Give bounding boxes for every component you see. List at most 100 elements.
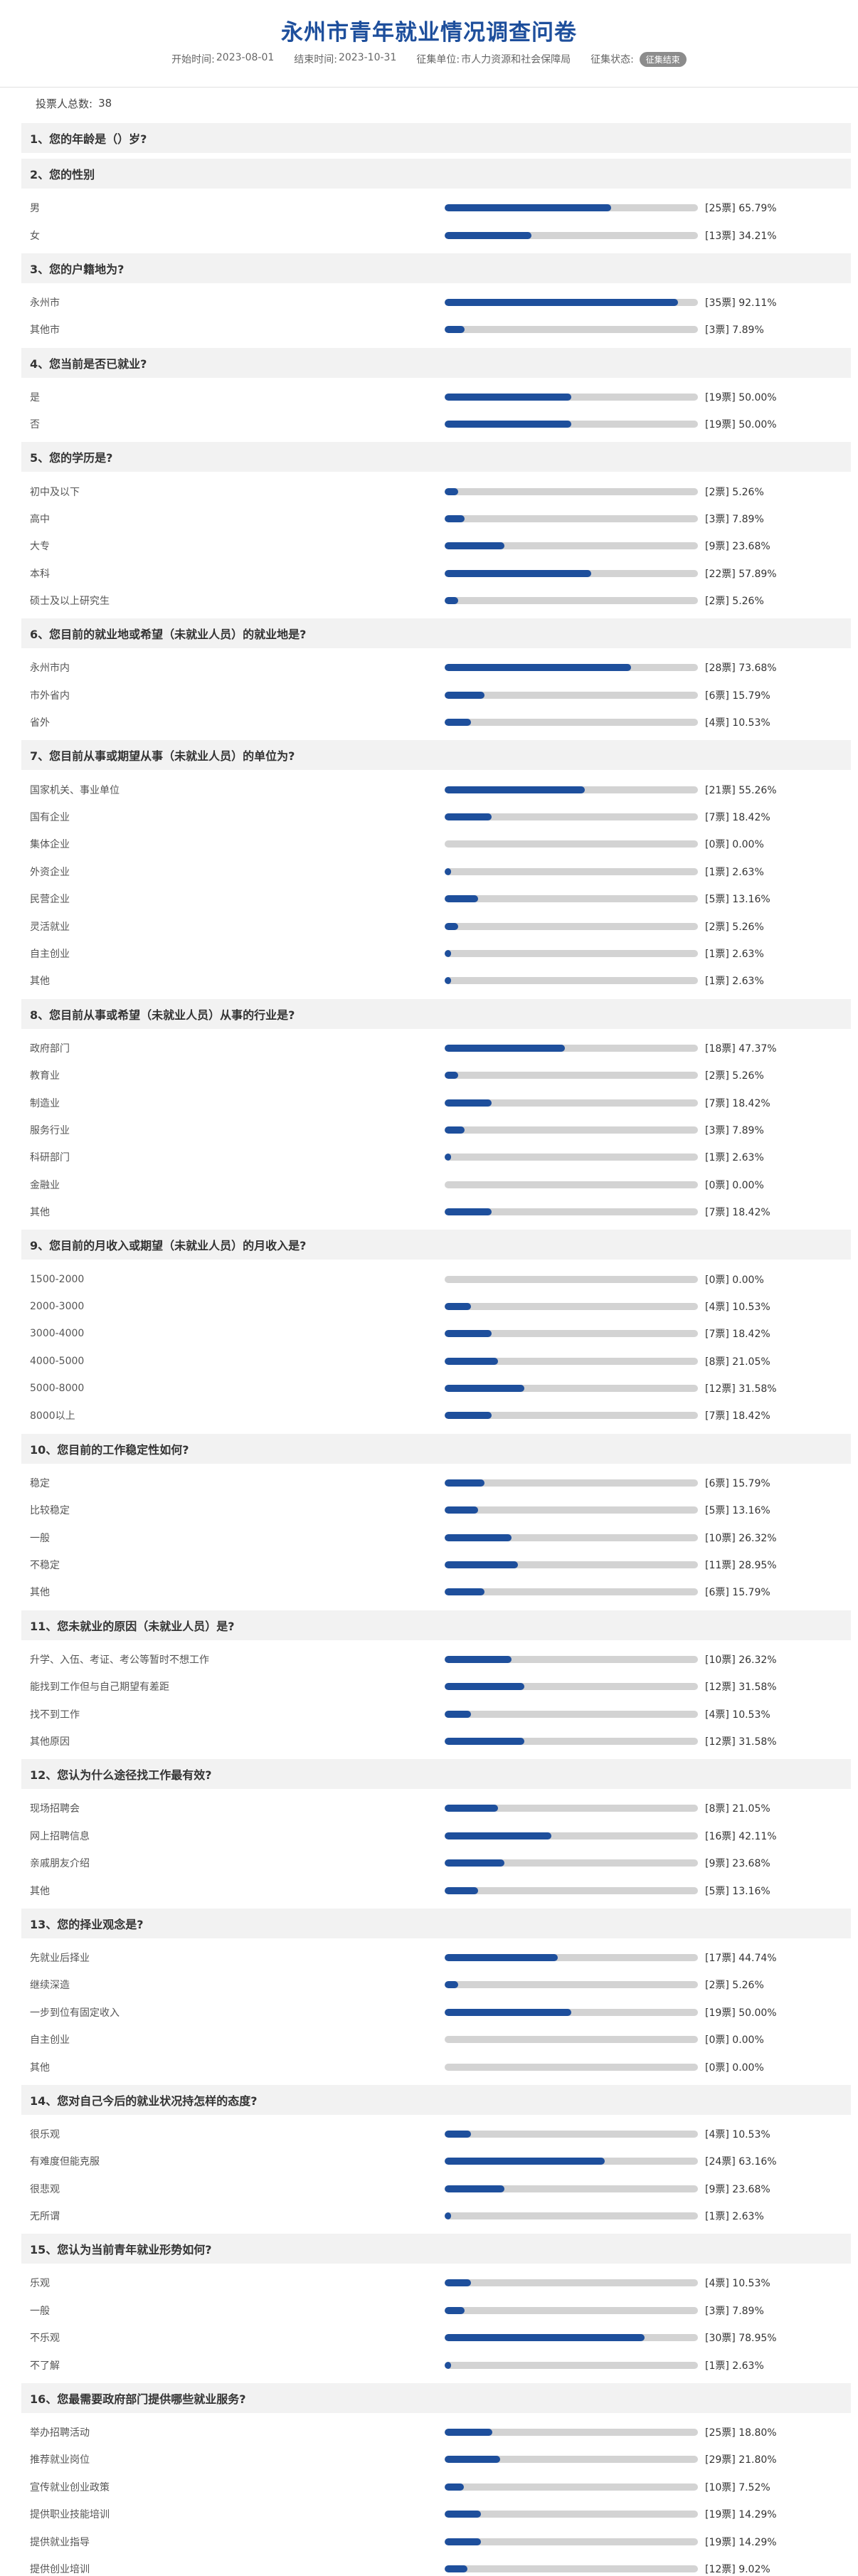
option-row: 其他 [1票] 2.63%: [21, 967, 851, 994]
option-row: 永州市内 [28票] 73.68%: [21, 654, 851, 681]
question-block: 8、您目前从事或希望（未就业人员）从事的行业是? 政府部门 [18票] 47.37%…: [21, 998, 851, 1226]
option-result: [2票] 5.26%: [705, 596, 764, 608]
option-row: 很乐观 [4票] 10.53%: [21, 2121, 851, 2148]
option-label: 省外: [30, 717, 50, 729]
progress-bar: [445, 2483, 698, 2491]
progress-bar: [445, 1683, 698, 1691]
option-label: 现场招聘会: [30, 1803, 80, 1815]
option-result: [4票] 10.53%: [705, 1301, 770, 1313]
option-row: 市外省内 [6票] 15.79%: [21, 682, 851, 709]
option-row: 其他市 [3票] 7.89%: [21, 316, 851, 343]
progress-bar-fill: [445, 2538, 481, 2545]
progress-bar: [445, 950, 698, 957]
question-block: 16、您最需要政府部门提供哪些就业服务? 举办招聘活动 [25票] 18.80% 推荐…: [21, 2382, 851, 2576]
progress-bar: [445, 1181, 698, 1188]
option-label: 政府部门: [30, 1042, 70, 1055]
option-label: 服务行业: [30, 1124, 70, 1136]
progress-bar: [445, 326, 698, 334]
progress-bar-fill: [445, 326, 465, 334]
progress-bar: [445, 813, 698, 821]
progress-bar: [445, 1302, 698, 1310]
option-label: 推荐就业岗位: [30, 2454, 90, 2466]
progress-bar-fill: [445, 1859, 505, 1867]
progress-bar-fill: [445, 2158, 605, 2165]
progress-bar: [445, 1506, 698, 1514]
progress-bar: [445, 1044, 698, 1052]
question-title: 7、您目前从事或期望从事（未就业人员）的单位为?: [21, 740, 851, 771]
option-result: [8票] 21.05%: [705, 1356, 770, 1368]
question-block: 13、您的择业观念是? 先就业后择业 [17票] 44.74% 继续深造 [2票] 5.…: [21, 1908, 851, 2081]
progress-bar-fill: [445, 1412, 492, 1420]
option-result: [6票] 15.79%: [705, 690, 770, 702]
question-title: 5、您的学历是?: [21, 442, 851, 473]
option-label: 亲戚朋友介绍: [30, 1858, 90, 1870]
progress-bar: [445, 1099, 698, 1107]
question-block: 4、您当前是否已就业? 是 [19票] 50.00% 否 [19票] 50.00%: [21, 347, 851, 438]
option-label: 永州市内: [30, 663, 70, 675]
option-row: 继续深造 [2票] 5.26%: [21, 1971, 851, 1998]
question-title: 9、您目前的月收入或期望（未就业人员）的月收入是?: [21, 1230, 851, 1260]
option-label: 金融业: [30, 1179, 60, 1191]
option-row: 网上招聘信息 [16票] 42.11%: [21, 1822, 851, 1849]
option-result: [22票] 57.89%: [705, 568, 777, 580]
option-label: 其他市: [30, 324, 60, 337]
option-row: 其他原因 [12票] 31.58%: [21, 1728, 851, 1755]
progress-bar-fill: [445, 1357, 498, 1365]
divider: [0, 87, 858, 88]
progress-bar-fill: [445, 1302, 472, 1310]
option-row: 一步到位有固定收入 [19票] 50.00%: [21, 1999, 851, 2026]
option-result: [9票] 23.68%: [705, 2183, 770, 2195]
option-label: 自主创业: [30, 2034, 70, 2047]
option-row: 一般 [3票] 7.89%: [21, 2297, 851, 2324]
question-block: 15、您认为当前青年就业形势如何? 乐观 [4票] 10.53% 一般 [3票] 7.8…: [21, 2234, 851, 2379]
question-title: 6、您目前的就业地或希望（未就业人员）的就业地是?: [21, 618, 851, 649]
progress-bar: [445, 1737, 698, 1745]
progress-bar-fill: [445, 1683, 525, 1691]
option-result: [2票] 5.26%: [705, 921, 764, 933]
option-label: 其他: [30, 1587, 50, 1599]
progress-bar: [445, 569, 698, 577]
progress-bar: [445, 1412, 698, 1420]
option-result: [2票] 5.26%: [705, 486, 764, 498]
option-row: 其他 [0票] 0.00%: [21, 2053, 851, 2080]
progress-bar-fill: [445, 2511, 481, 2518]
progress-bar: [445, 514, 698, 522]
progress-bar-fill: [445, 1154, 452, 1161]
option-result: [8票] 21.05%: [705, 1803, 770, 1815]
option-row: 宣传就业创业政策 [10票] 7.52%: [21, 2474, 851, 2501]
progress-bar: [445, 2456, 698, 2464]
option-row: 升学、入伍、考证、考公等暂时不想工作 [10票] 26.32%: [21, 1646, 851, 1673]
question-title: 15、您认为当前青年就业形势如何?: [21, 2234, 851, 2264]
progress-bar-fill: [445, 1534, 512, 1541]
option-row: 民营企业 [5票] 13.16%: [21, 885, 851, 912]
progress-bar: [445, 2565, 698, 2572]
option-label: 否: [30, 419, 40, 431]
progress-bar: [445, 1859, 698, 1867]
progress-bar: [445, 1710, 698, 1718]
option-result: [7票] 18.42%: [705, 1410, 770, 1422]
option-row: 1500-2000 [0票] 0.00%: [21, 1265, 851, 1292]
unit-value: 市人力资源和社会保障局: [461, 54, 571, 65]
progress-bar-fill: [445, 569, 592, 577]
progress-bar-fill: [445, 542, 505, 550]
progress-bar: [445, 1886, 698, 1894]
progress-bar-fill: [445, 1737, 525, 1745]
question-title: 13、您的择业观念是?: [21, 1908, 851, 1938]
progress-bar: [445, 2538, 698, 2545]
option-label: 不乐观: [30, 2333, 60, 2345]
progress-bar-fill: [445, 204, 612, 212]
option-label: 继续深造: [30, 1980, 70, 1992]
option-result: [5票] 13.16%: [705, 1505, 770, 1517]
option-row: 本科 [22票] 57.89%: [21, 560, 851, 587]
option-label: 宣传就业创业政策: [30, 2481, 110, 2493]
option-label: 国家机关、事业单位: [30, 784, 120, 796]
progress-bar-fill: [445, 2130, 472, 2138]
option-label: 市外省内: [30, 690, 70, 702]
option-label: 3000-4000: [30, 1328, 85, 1340]
progress-bar-fill: [445, 2456, 500, 2464]
option-result: [0票] 0.00%: [705, 2034, 764, 2047]
progress-bar-fill: [445, 2483, 464, 2491]
option-row: 高中 [3票] 7.89%: [21, 505, 851, 532]
progress-bar-fill: [445, 1044, 565, 1052]
progress-bar: [445, 1072, 698, 1080]
